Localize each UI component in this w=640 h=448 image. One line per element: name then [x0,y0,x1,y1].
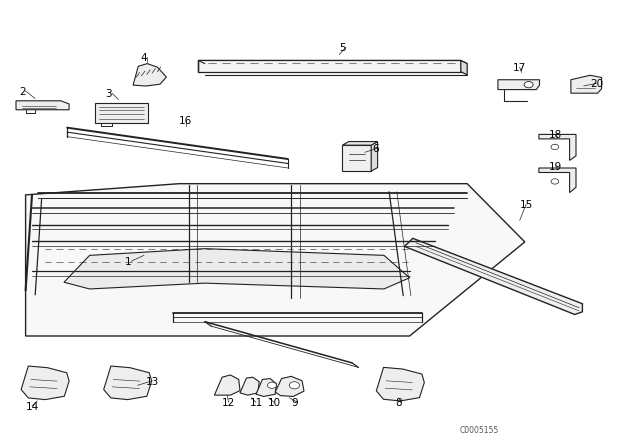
Circle shape [551,179,559,184]
Circle shape [551,144,559,150]
Polygon shape [376,367,424,401]
Polygon shape [133,64,166,86]
Polygon shape [240,377,259,395]
Text: 12: 12 [222,398,236,408]
Polygon shape [256,379,276,396]
Polygon shape [104,366,152,400]
Text: 8: 8 [396,398,402,408]
Polygon shape [26,184,525,336]
Text: 13: 13 [146,377,159,387]
Text: 6: 6 [372,144,379,154]
Polygon shape [498,80,540,90]
Polygon shape [571,75,602,93]
Polygon shape [461,60,467,75]
Text: 15: 15 [520,200,533,210]
Polygon shape [198,60,467,64]
Polygon shape [275,376,304,396]
Circle shape [524,82,533,88]
Polygon shape [64,249,410,289]
Text: 4: 4 [141,53,147,63]
Polygon shape [371,142,378,171]
Text: 20: 20 [590,79,604,89]
Polygon shape [95,103,148,123]
Text: 18: 18 [549,130,563,140]
Text: 14: 14 [26,402,39,412]
Polygon shape [539,134,576,160]
Text: 5: 5 [339,43,346,53]
Text: 1: 1 [125,257,131,267]
Polygon shape [342,145,371,171]
Polygon shape [404,238,582,314]
Circle shape [268,382,276,388]
Text: 17: 17 [513,63,527,73]
Polygon shape [539,168,576,193]
Text: 11: 11 [250,398,263,408]
Text: 9: 9 [291,398,298,408]
Text: 3: 3 [106,89,112,99]
Polygon shape [21,366,69,400]
Polygon shape [16,101,69,110]
Polygon shape [214,375,240,395]
Polygon shape [342,142,378,145]
Text: 19: 19 [549,162,563,172]
Text: 2: 2 [19,87,26,97]
Circle shape [289,382,300,389]
Polygon shape [198,60,461,72]
Text: 10: 10 [268,398,281,408]
Text: C0005155: C0005155 [460,426,499,435]
Text: 16: 16 [179,116,193,126]
